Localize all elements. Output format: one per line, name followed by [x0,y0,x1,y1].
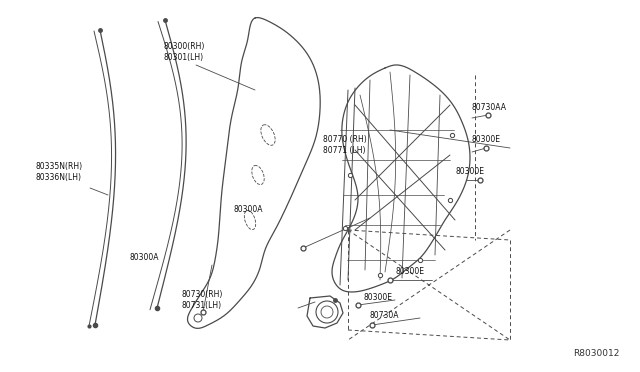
Text: R8030012: R8030012 [573,349,620,358]
Text: 80300A: 80300A [234,205,264,215]
Text: 80335N(RH)
80336N(LH): 80335N(RH) 80336N(LH) [35,162,82,182]
Text: 80730A: 80730A [370,311,399,320]
Text: 80300E: 80300E [363,294,392,302]
Text: 80300E: 80300E [395,267,424,276]
Text: 80300A: 80300A [130,253,159,263]
Text: 80770 (RH)
80771 (LH): 80770 (RH) 80771 (LH) [323,135,367,155]
Text: 80300E: 80300E [455,167,484,176]
Text: 80730AA: 80730AA [472,103,507,112]
Text: 80730(RH)
80731(LH): 80730(RH) 80731(LH) [181,290,222,310]
Text: 80300E: 80300E [472,135,501,144]
Text: 80300(RH)
80301(LH): 80300(RH) 80301(LH) [163,42,204,62]
